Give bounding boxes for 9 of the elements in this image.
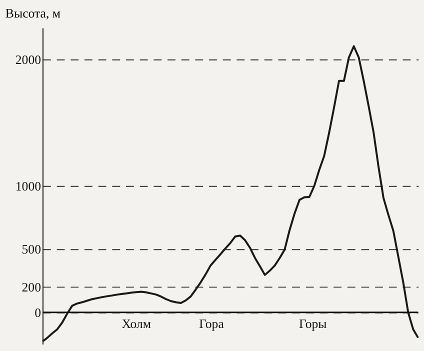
y-tick-label: 200	[22, 280, 42, 295]
y-tick-label: 0	[34, 306, 42, 320]
y-tick-label: 1000	[15, 179, 42, 194]
y-tick-label: 2000	[15, 52, 42, 67]
annotation: Горы	[299, 317, 328, 332]
y-tick-label: 500	[22, 242, 42, 257]
annotation: Холм	[122, 317, 152, 332]
annotation: Гора	[199, 317, 224, 332]
y-axis-title: Высота, м	[5, 6, 61, 20]
